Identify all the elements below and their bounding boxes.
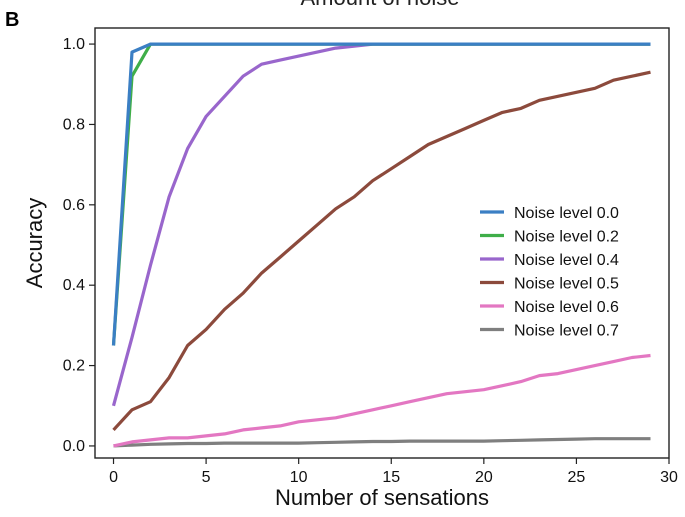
y-tick-label: 0.8 — [63, 116, 85, 133]
legend-label: Noise level 0.7 — [514, 323, 619, 340]
series-line-noise-4 — [113, 353, 651, 448]
panel-letter: B — [5, 9, 19, 31]
chart-title-clipped: Amount of noise — [301, 0, 460, 10]
y-tick-label: 1.0 — [63, 36, 85, 53]
y-tick-label: 0.0 — [63, 438, 85, 455]
tick-layer: 0 5 10 15 20 25 30 0.0 0.2 0.4 0.6 0.8 1.0 — [63, 36, 678, 486]
y-tick-label: 0.6 — [63, 197, 85, 214]
x-tick-label: 15 — [382, 469, 400, 486]
legend-label: Noise level 0.6 — [514, 299, 619, 316]
legend-label: Noise level 0.0 — [514, 205, 619, 222]
series-line-noise-5 — [113, 437, 651, 448]
series-line-noise-2 — [111, 42, 651, 407]
legend-label: Noise level 0.2 — [514, 229, 619, 246]
x-tick-label: 30 — [660, 469, 678, 486]
series-line-noise-3 — [112, 70, 651, 431]
legend-label: Noise level 0.4 — [514, 252, 619, 269]
x-tick-label: 0 — [109, 469, 118, 486]
x-tick-label: 25 — [568, 469, 586, 486]
legend: Noise level 0.0 Noise level 0.2 Noise leve… — [480, 205, 619, 340]
x-tick-label: 5 — [202, 469, 211, 486]
plot-frame — [94, 27, 670, 459]
x-tick-label: 20 — [475, 469, 493, 486]
y-tick-label: 0.2 — [63, 358, 85, 375]
x-tick-label: 10 — [290, 469, 308, 486]
y-axis-label: Accuracy — [22, 198, 47, 288]
x-axis-label: Number of sensations — [275, 485, 489, 510]
legend-label: Noise level 0.5 — [514, 276, 619, 293]
y-tick-label: 0.4 — [63, 277, 85, 294]
series-layer — [111, 42, 651, 448]
series-line-noise-0 — [111, 42, 651, 346]
